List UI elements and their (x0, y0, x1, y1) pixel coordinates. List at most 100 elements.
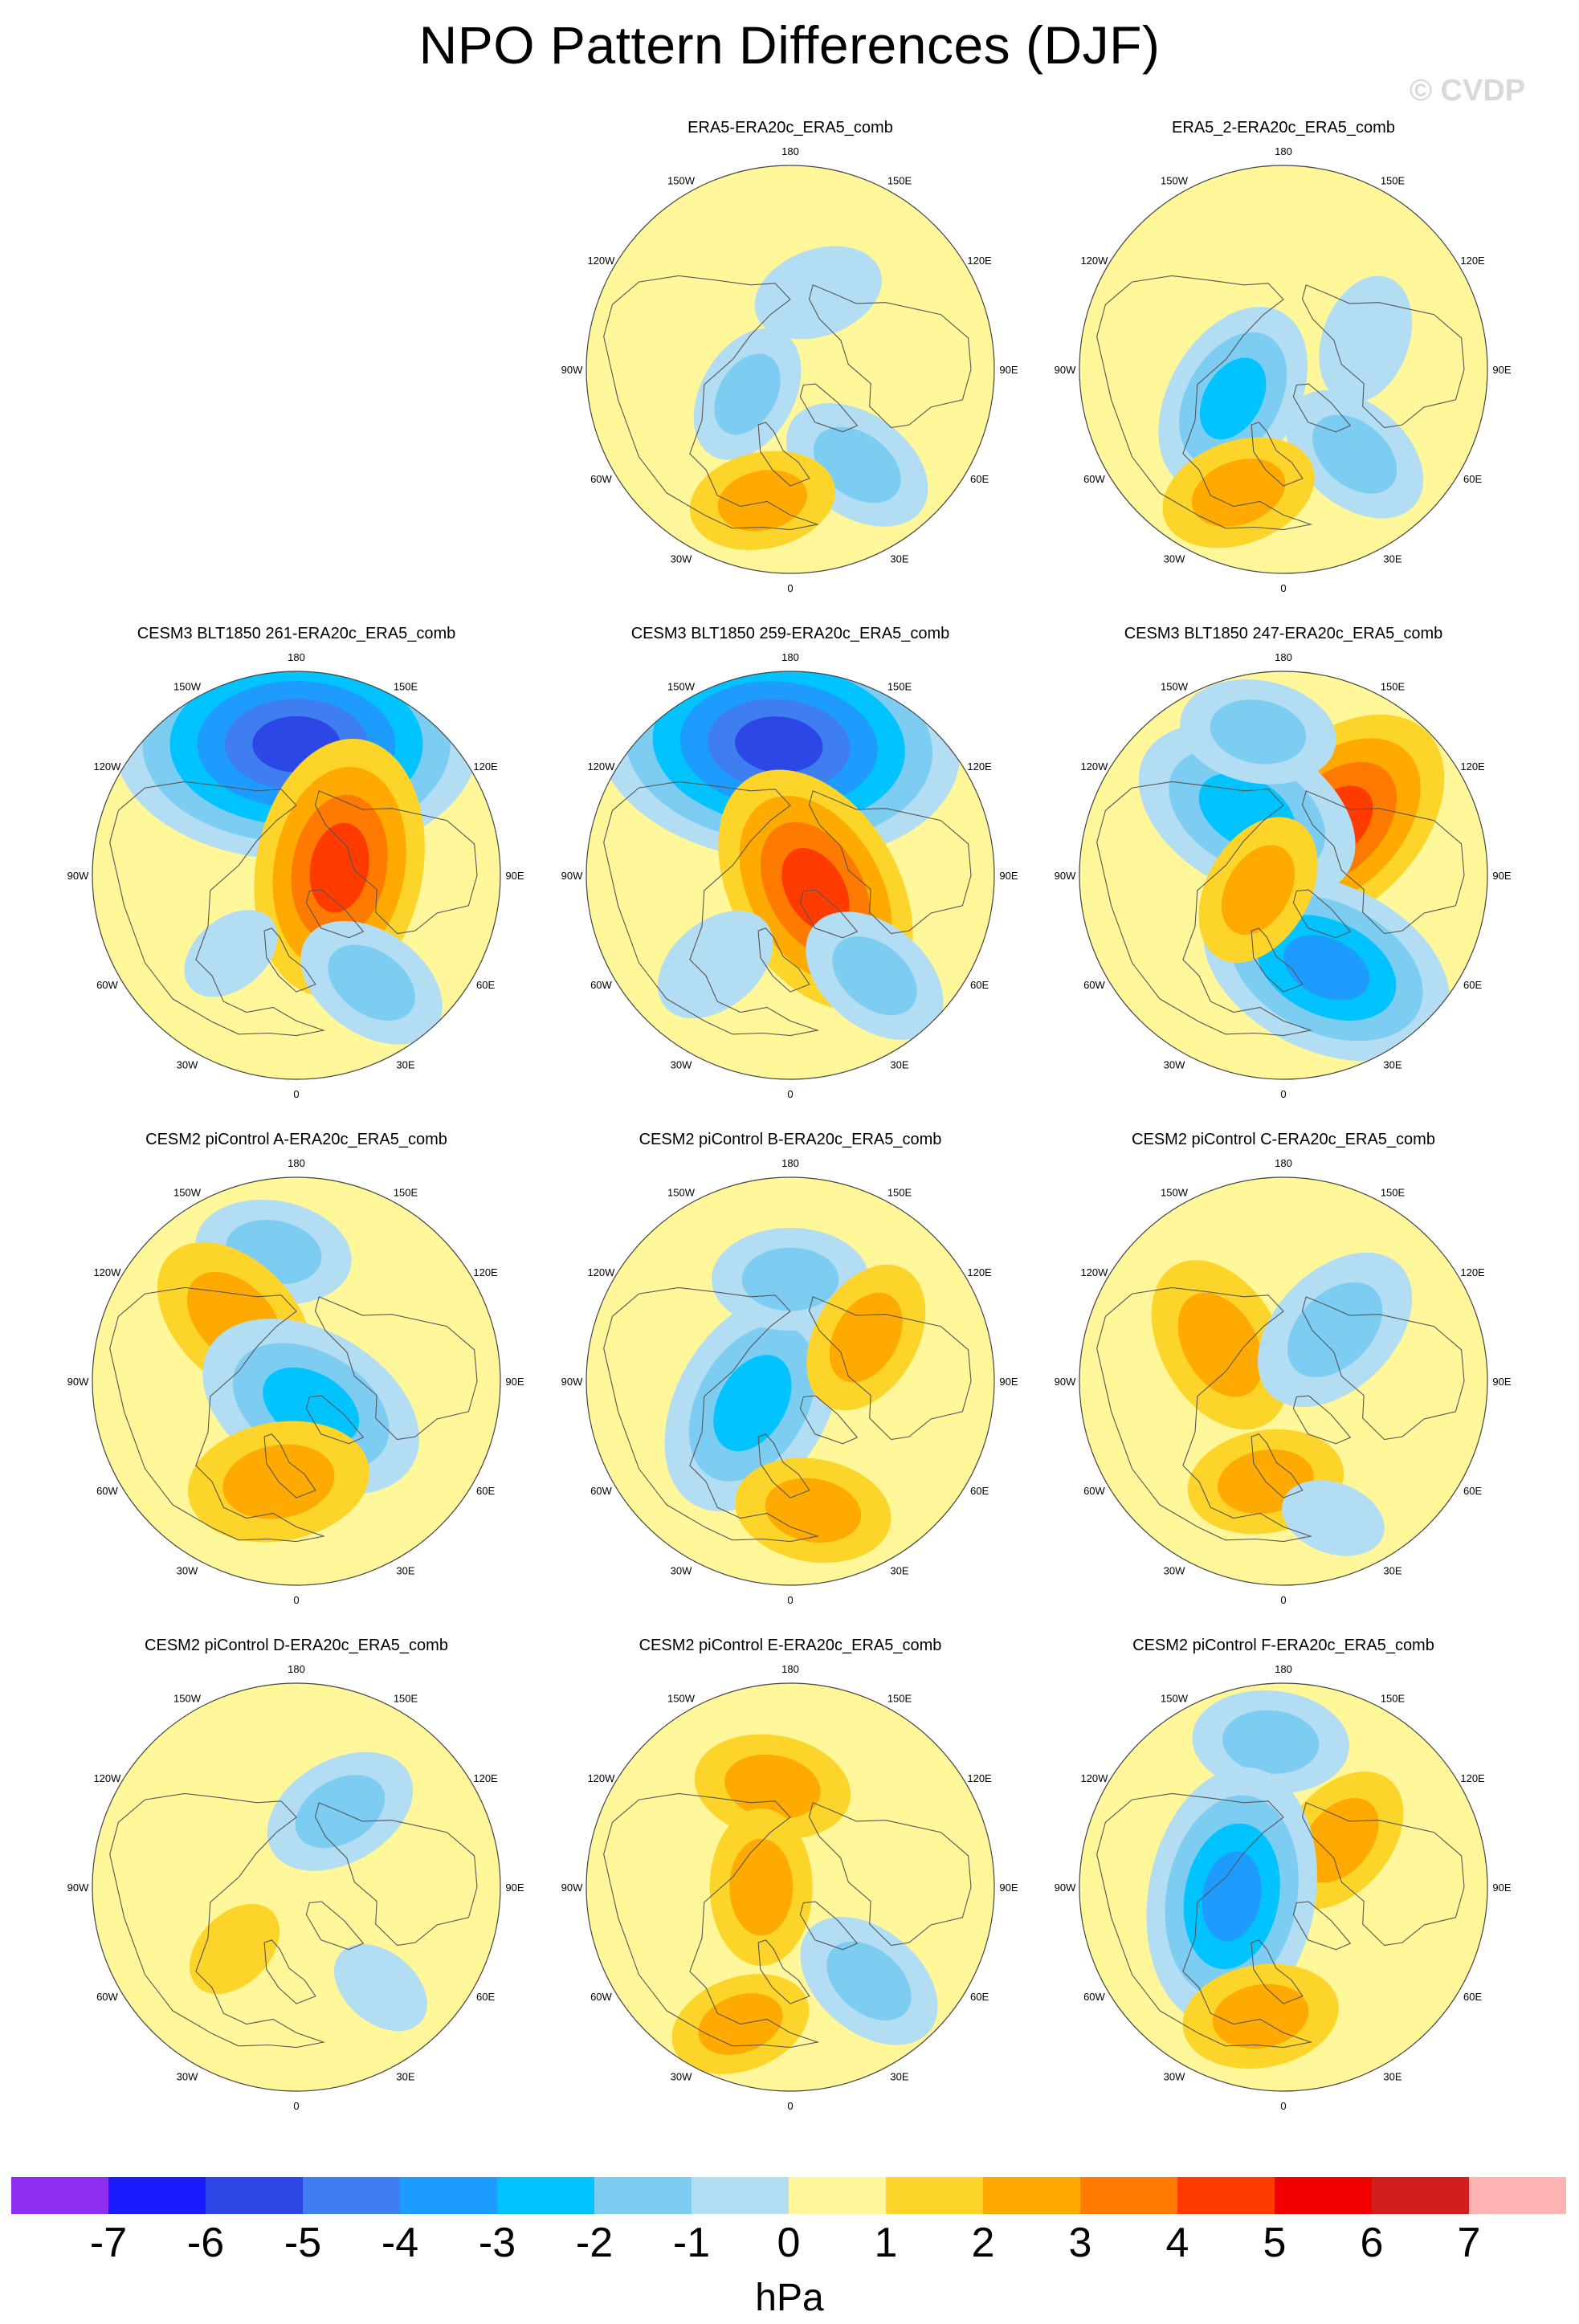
longitude-label: 60W (1083, 1485, 1105, 1497)
coastline (757, 1433, 810, 1498)
longitude-label: 0 (1280, 1088, 1286, 1100)
longitude-label: 30E (396, 1059, 414, 1071)
negative-anomaly-contour (1199, 357, 1267, 440)
longitude-label: 180 (781, 651, 799, 663)
longitude-label: 180 (288, 1157, 305, 1169)
watermark-cvdp: © CVDP (1410, 74, 1526, 108)
map-boundary (585, 1682, 995, 2092)
panel-title: CESM3 BLT1850 259-ERA20c_ERA5_comb (630, 625, 950, 642)
map-boundary (1079, 1682, 1488, 2092)
longitude-label: 0 (787, 2100, 793, 2112)
longitude-label: 150E (1381, 680, 1406, 692)
longitude-label: 120W (93, 760, 121, 773)
coastline (1292, 1395, 1352, 1445)
coastline (757, 1939, 810, 2004)
longitude-label: 90E (999, 870, 1018, 882)
longitude-label: 120W (587, 1266, 615, 1278)
coastline (1301, 1296, 1465, 1441)
coastline (808, 1802, 972, 1947)
colorbar-tick-label: 3 (1068, 2220, 1092, 2266)
negative-anomaly-contour (1222, 1710, 1320, 1774)
coastline (314, 1296, 478, 1441)
colorbar-segment (692, 2177, 790, 2214)
coastline (757, 422, 810, 487)
coastline (1251, 928, 1304, 993)
longitude-label: 60W (590, 979, 612, 991)
longitude-label: 90E (505, 1376, 524, 1388)
longitude-label: 90E (505, 870, 524, 882)
longitude-label: 180 (781, 1663, 799, 1675)
negative-anomaly-contour (741, 1247, 839, 1311)
coastline (1251, 1939, 1304, 2004)
longitude-label: 60W (1083, 473, 1105, 485)
coastline (314, 1802, 478, 1947)
colorbar-tick-label: 1 (874, 2220, 898, 2266)
coastline (808, 284, 972, 429)
longitude-label: 30W (177, 1565, 198, 1577)
longitude-label: 90E (1492, 870, 1511, 882)
panel-title: ERA5_2-ERA20c_ERA5_comb (1172, 119, 1395, 137)
coastline (799, 383, 859, 433)
coastline (1251, 1433, 1304, 1498)
longitude-label: 120W (1080, 1266, 1108, 1278)
longitude-label: 150E (1381, 1186, 1406, 1198)
panel-title: CESM3 BLT1850 247-ERA20c_ERA5_comb (1124, 625, 1443, 642)
panel-title: CESM2 piControl D-ERA20c_ERA5_comb (145, 1637, 448, 1654)
longitude-label: 120W (587, 760, 615, 773)
colorbar-tick-label: 2 (971, 2220, 995, 2266)
negative-anomaly-contour (832, 936, 917, 1016)
longitude-label: 120E (473, 760, 498, 773)
colorbar-tick-label: -7 (89, 2220, 128, 2266)
longitude-label: 120W (1080, 255, 1108, 267)
longitude-label: 120W (587, 1772, 615, 1784)
colorbar-segment (594, 2177, 692, 2214)
longitude-label: 90W (67, 1882, 89, 1894)
longitude-label: 90E (1492, 364, 1511, 376)
positive-anomaly-contour (309, 822, 369, 913)
longitude-label: 0 (293, 1088, 299, 1100)
panel-title: ERA5-ERA20c_ERA5_comb (687, 119, 893, 137)
negative-anomaly-contour (184, 910, 278, 997)
coastline (799, 889, 859, 939)
longitude-label: 30W (671, 1059, 692, 1071)
longitude-label: 120W (93, 1772, 121, 1784)
coastline (799, 1901, 859, 1951)
longitude-label: 60W (1083, 1991, 1105, 2003)
coastline (109, 781, 326, 1037)
colorbar-units-label: hPa (755, 2277, 824, 2319)
longitude-label: 60W (96, 979, 118, 991)
longitude-label: 90E (1492, 1376, 1511, 1388)
longitude-label: 60W (1083, 979, 1105, 991)
longitude-label: 120W (1080, 1772, 1108, 1784)
longitude-label: 150W (1161, 1186, 1189, 1198)
coastline (603, 1286, 820, 1543)
longitude-label: 90W (1055, 1882, 1076, 1894)
panel-title: CESM2 piControl F-ERA20c_ERA5_comb (1132, 1637, 1434, 1654)
longitude-label: 30W (671, 1565, 692, 1577)
longitude-label: 150E (1381, 1692, 1406, 1704)
longitude-label: 90W (67, 870, 89, 882)
longitude-label: 30W (1164, 553, 1185, 565)
longitude-label: 180 (288, 1663, 305, 1675)
longitude-label: 90W (1055, 364, 1076, 376)
negative-anomaly-contour (1210, 699, 1307, 764)
longitude-label: 60E (1463, 979, 1482, 991)
longitude-label: 30W (1164, 1059, 1185, 1071)
longitude-label: 120E (967, 1266, 992, 1278)
longitude-label: 150E (887, 680, 912, 692)
longitude-label: 150W (1161, 1692, 1189, 1704)
coastline (263, 1939, 316, 2004)
negative-anomaly-contour (813, 426, 901, 504)
longitude-label: 120E (1460, 1772, 1485, 1784)
polar-map-panel: 180 150E 120E 90E 60E 30E 0 30W 60W 90W 120W 150W (1055, 1663, 1512, 2112)
longitude-label: 90W (561, 1376, 583, 1388)
longitude-label: 90W (1055, 870, 1076, 882)
negative-anomaly-contour (714, 353, 781, 435)
longitude-label: 60E (970, 473, 989, 485)
negative-anomaly-contour (334, 1943, 427, 2032)
positive-anomaly-contour (724, 1754, 821, 1820)
coastline (1096, 781, 1313, 1037)
coastline (808, 790, 972, 935)
colorbar-tick-label: -5 (284, 2220, 322, 2266)
longitude-label: 0 (293, 2100, 299, 2112)
